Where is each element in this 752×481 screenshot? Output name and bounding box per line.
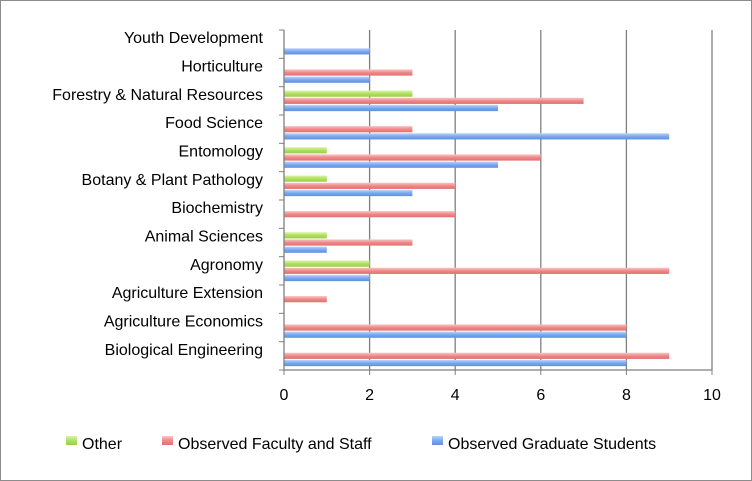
legend-label: Observed Faculty and Staff <box>178 436 372 453</box>
bar-observed-faculty-and-staff-biological-engineering <box>284 352 670 359</box>
bar-observed-graduate-students-botany-plant-pathology <box>284 189 413 197</box>
legend-swatch-observed-faculty-and-staff <box>162 436 173 445</box>
bar-observed-faculty-and-staff-horticulture <box>284 69 413 76</box>
category-label: Agronomy <box>190 257 263 274</box>
bar-other-entomology <box>284 147 327 154</box>
legend-label: Other <box>82 436 123 453</box>
bar-observed-graduate-students-animal-sciences <box>284 246 327 253</box>
bar-observed-faculty-and-staff-entomology <box>284 154 541 161</box>
category-label: Horticulture <box>181 59 263 76</box>
legend-swatch-other <box>66 436 77 445</box>
bar-observed-faculty-and-staff-agronomy <box>284 267 670 274</box>
legend-swatch-observed-graduate-students <box>432 436 443 445</box>
x-tick-label: 0 <box>280 387 289 404</box>
gridlines <box>368 30 713 370</box>
bar-observed-faculty-and-staff-forestry-natural-resources <box>284 97 584 104</box>
x-tick-label: 6 <box>536 387 545 404</box>
category-label: Animal Sciences <box>145 229 263 246</box>
x-tick-label: 10 <box>703 387 721 404</box>
category-label: Food Science <box>165 115 263 132</box>
bar-other-agronomy <box>284 260 370 267</box>
bars <box>284 48 670 367</box>
bar-observed-graduate-students-horticulture <box>284 76 370 83</box>
bar-observed-graduate-students-entomology <box>284 161 498 168</box>
bar-observed-graduate-students-agronomy <box>284 274 370 282</box>
bar-observed-faculty-and-staff-agriculture-extension <box>284 296 327 303</box>
category-label: Biological Engineering <box>105 342 263 359</box>
bar-other-botany-plant-pathology <box>284 175 327 182</box>
tick-labels: 0 2 4 6 8 10 <box>280 387 721 404</box>
bar-observed-graduate-students-biological-engineering <box>284 359 627 367</box>
category-label: Agriculture Economics <box>104 314 263 331</box>
bar-observed-graduate-students-agriculture-economics <box>284 331 627 338</box>
x-tick-label: 8 <box>622 387 631 404</box>
x-tick-label: 2 <box>365 387 374 404</box>
bar-other-animal-sciences <box>284 232 327 239</box>
category-label: Youth Development <box>124 30 264 47</box>
category-label: Agriculture Extension <box>112 285 263 302</box>
category-label: Botany & Plant Pathology <box>82 172 263 189</box>
legend: Other Observed Faculty and Staff Observed … <box>66 436 656 453</box>
category-label: Biochemistry <box>171 200 263 217</box>
bar-observed-graduate-students-food-science <box>284 133 670 140</box>
bar-observed-graduate-students-youth-development <box>284 48 370 55</box>
bar-observed-faculty-and-staff-botany-plant-pathology <box>284 182 456 189</box>
bar-observed-graduate-students-forestry-natural-resources <box>284 104 498 112</box>
legend-label: Observed Graduate Students <box>448 436 656 453</box>
category-label: Forestry & Natural Resources <box>52 87 263 104</box>
bar-observed-faculty-and-staff-food-science <box>284 126 413 133</box>
bar-observed-faculty-and-staff-agriculture-economics <box>284 324 627 331</box>
x-tick-label: 4 <box>451 387 460 404</box>
category-labels: Youth Development Horticulture Forestry & … <box>52 30 263 359</box>
bar-observed-faculty-and-staff-biochemistry <box>284 211 456 218</box>
bar-observed-faculty-and-staff-animal-sciences <box>284 239 413 246</box>
bar-other-forestry-natural-resources <box>284 90 413 97</box>
axes <box>279 29 713 375</box>
category-label: Entomology <box>179 144 264 161</box>
